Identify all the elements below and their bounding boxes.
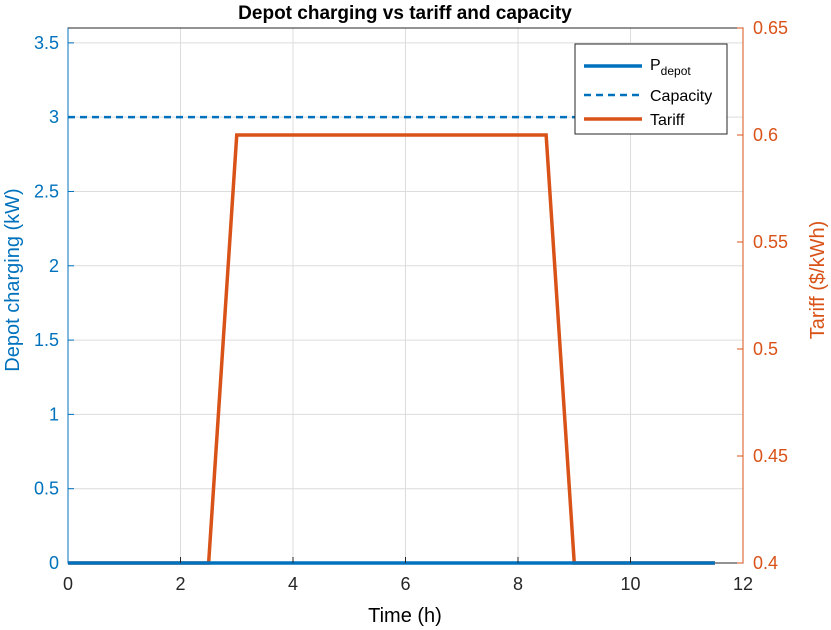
axes: 0 2 4 6 8 10 12 0 0.5 1 1.5 2 2.5 3 3.5 0.4 0.45 0.5 0.55 0…: [34, 18, 788, 594]
x-tick-label: 12: [733, 574, 753, 594]
chart-title: Depot charging vs tariff and capacity: [238, 3, 572, 24]
y-left-tick-label: 1: [49, 404, 59, 424]
x-tick-label: 2: [175, 574, 185, 594]
y-right-tick-label: 0.6: [753, 125, 778, 145]
x-tick-label: 6: [400, 574, 410, 594]
x-axis-label: Time (h): [368, 605, 442, 627]
legend-label-pdepot-sub: depot: [661, 64, 692, 78]
x-tick-label: 0: [63, 574, 73, 594]
y-right-tick-label: 0.5: [753, 339, 778, 359]
legend-label-capacity: Capacity: [650, 88, 712, 105]
y-left-tick-label: 3: [49, 107, 59, 127]
y-left-tick-label: 2: [49, 256, 59, 276]
legend-item-pdepot: Pdepot: [584, 57, 691, 78]
x-tick-label: 8: [513, 574, 523, 594]
y-axis-right-label: Tariff ($/kWh): [807, 221, 829, 340]
y-right-tick-label: 0.55: [753, 232, 788, 252]
x-tick-label: 4: [288, 574, 298, 594]
legend: Pdepot Capacity Tariff: [574, 43, 728, 135]
y-right-tick-label: 0.4: [753, 553, 778, 573]
y-axis-left-label: Depot charging (kW): [2, 188, 24, 371]
y-right-tick-label: 0.45: [753, 446, 788, 466]
legend-label-pdepot-main: P: [650, 57, 661, 74]
y-left-tick-label: 0.5: [34, 479, 59, 499]
legend-label-tariff: Tariff: [650, 112, 685, 129]
legend-item-tariff: Tariff: [584, 112, 685, 129]
legend-label-pdepot: Pdepot: [650, 57, 691, 78]
x-tick-label: 10: [620, 574, 640, 594]
y-left-tick-label: 0: [49, 553, 59, 573]
y-left-tick-label: 3.5: [34, 33, 59, 53]
series-layer: [68, 115, 715, 565]
y-left-tick-label: 2.5: [34, 181, 59, 201]
y-right-tick-label: 0.65: [753, 18, 788, 38]
y-left-tick-label: 1.5: [34, 330, 59, 350]
legend-item-capacity: Capacity: [584, 88, 712, 105]
